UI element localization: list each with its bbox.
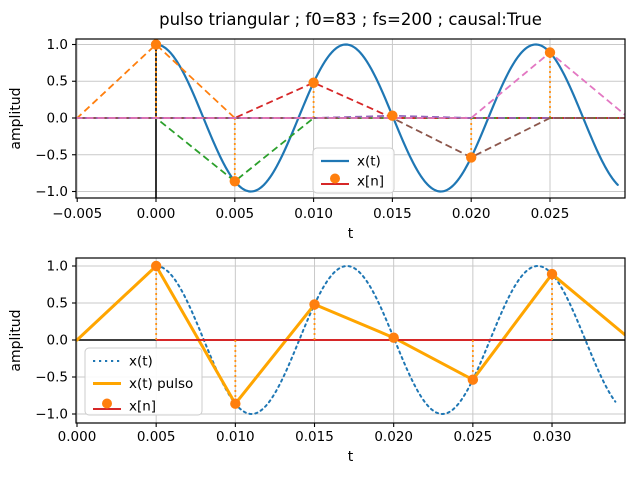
- x-tick-label: 0.015: [295, 429, 334, 445]
- legend: x(t) x(t) pulso x[n]: [84, 347, 203, 416]
- y-tick-label: −0.5: [35, 147, 68, 163]
- y-tick-label: 0.5: [47, 296, 68, 312]
- sample-marker: [387, 110, 398, 121]
- bottom-plot: 0.000 0.005 0.010 0.015 0.020 0.025 0.030 −1.0 −…: [8, 257, 626, 465]
- pulso-reconstruction-line: [76, 264, 625, 406]
- top-plot: −0.005 0.000 0.005 0.010 0.015 0.020 0.025 −1.0…: [8, 37, 626, 242]
- legend-box: [84, 347, 203, 416]
- x-tick-label: 0.030: [533, 429, 572, 445]
- sample-marker: [308, 77, 319, 88]
- figure-title: pulso triangular ; f0=83 ; fs=200 ; caus…: [159, 10, 542, 29]
- sample-marker: [465, 152, 477, 163]
- ticks: [72, 265, 553, 427]
- y-tick-label: 1.0: [47, 258, 68, 274]
- sample-marker: [467, 374, 479, 385]
- legend-marker-swatch: [102, 398, 112, 409]
- x-axis-label: t: [348, 226, 354, 242]
- sample-marker: [229, 176, 240, 187]
- data-layers: [76, 39, 625, 198]
- legend-label: x[n]: [357, 174, 384, 190]
- sample-marker: [309, 299, 320, 310]
- legend-label: x(t): [129, 354, 153, 370]
- x-tick-label: 0.015: [373, 206, 412, 222]
- data-layers: [76, 260, 625, 415]
- legend-label: x[n]: [129, 399, 156, 415]
- y-tick-label: 1.0: [47, 37, 68, 53]
- y-axis-label: amplitud: [8, 309, 24, 371]
- y-tick-label: −1.0: [35, 407, 68, 423]
- legend: x(t) x[n]: [312, 147, 395, 194]
- triangular-pulse: [76, 81, 625, 119]
- x-tick-label: 0.005: [137, 429, 176, 445]
- x-tick-label: 0.000: [137, 206, 176, 222]
- y-tick-label: −0.5: [35, 370, 68, 386]
- triangular-pulse: [76, 51, 625, 119]
- sample-marker: [150, 260, 162, 272]
- x-axis-label: t: [348, 449, 354, 465]
- x-tick-label: −0.005: [52, 206, 102, 222]
- y-tick-label: 0.5: [47, 74, 68, 90]
- x-tick-label: 0.000: [58, 429, 97, 445]
- sample-marker: [230, 398, 241, 409]
- sample-marker: [388, 332, 399, 343]
- legend-label: x(t) pulso: [129, 376, 193, 392]
- x-tick-label: 0.010: [294, 206, 333, 222]
- sample-marker: [544, 47, 556, 58]
- x-tick-label: 0.025: [531, 206, 570, 222]
- y-tick-label: 0.0: [47, 333, 68, 349]
- y-axis-label: amplitud: [8, 87, 24, 149]
- sample-marker: [150, 39, 162, 50]
- x-tick-label: 0.020: [374, 429, 413, 445]
- x-tick-label: 0.025: [454, 429, 493, 445]
- legend-label: x(t): [357, 154, 381, 170]
- x-tick-label: 0.005: [215, 206, 254, 222]
- y-tick-label: −1.0: [35, 184, 68, 200]
- ticks: [72, 43, 551, 202]
- x-tick-label: 0.020: [452, 206, 491, 222]
- sample-marker: [546, 268, 558, 280]
- x-tick-label: 0.010: [216, 429, 255, 445]
- y-tick-label: 0.0: [47, 111, 68, 127]
- legend-marker-swatch: [330, 173, 340, 184]
